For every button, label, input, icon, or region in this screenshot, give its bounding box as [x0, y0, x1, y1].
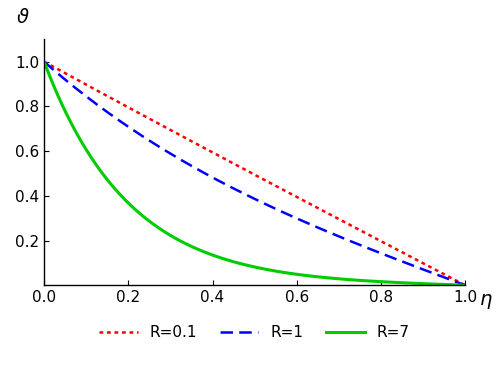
R=0.1: [462, 283, 468, 288]
R=1: [377, 251, 383, 255]
R=0.1: [330, 214, 336, 218]
R=0.1: [84, 83, 90, 87]
R=0.1: [212, 151, 218, 156]
R=0.1: [41, 59, 47, 64]
R=0.1: [377, 238, 383, 243]
R=7: [226, 258, 232, 263]
R=1: [226, 184, 232, 189]
Legend: R=0.1, R=1, R=7: R=0.1, R=1, R=7: [93, 319, 416, 347]
R=1: [41, 59, 47, 64]
R=0.1: [226, 159, 232, 164]
R=7: [41, 59, 47, 64]
Line: R=1: R=1: [44, 62, 465, 285]
R=7: [370, 279, 376, 283]
R=7: [84, 149, 90, 153]
Line: R=7: R=7: [44, 62, 465, 285]
R=1: [84, 95, 90, 99]
R=1: [462, 283, 468, 288]
R=1: [370, 248, 376, 252]
R=1: [212, 176, 218, 181]
R=7: [212, 254, 218, 258]
R=7: [330, 276, 336, 280]
R=1: [330, 232, 336, 236]
R=7: [377, 279, 383, 284]
Line: R=0.1: R=0.1: [44, 62, 465, 285]
X-axis label: η: η: [480, 290, 492, 309]
Y-axis label: ϑ: ϑ: [17, 8, 29, 27]
R=0.1: [370, 235, 376, 239]
R=7: [462, 283, 468, 288]
